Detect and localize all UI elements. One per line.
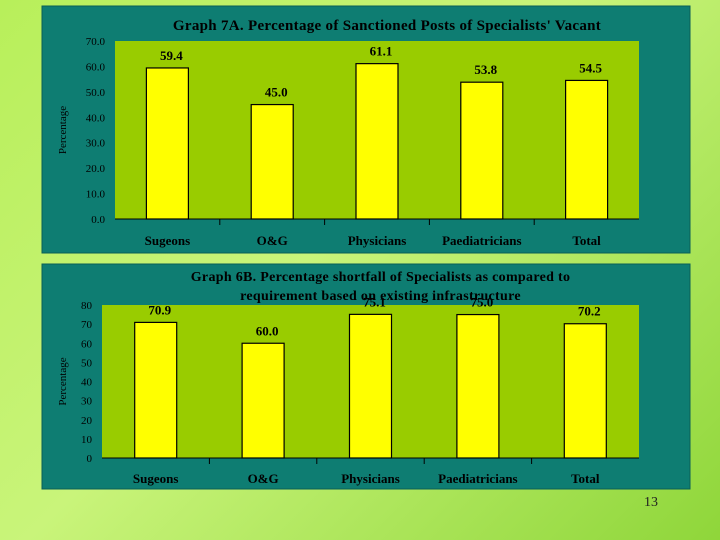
x-tick-label: Paediatricians: [442, 233, 521, 248]
data-label: 45.0: [265, 85, 288, 100]
bar-paediatricians: [460, 81, 504, 220]
bar-total: [564, 79, 609, 220]
data-label: 70.9: [148, 302, 171, 317]
y-tick-label: 70: [81, 319, 93, 331]
y-tick-label: 20.0: [86, 163, 106, 175]
y-tick-label: 20: [81, 415, 93, 427]
y-tick-label: 50: [81, 357, 93, 369]
x-tick-label: Physicians: [348, 233, 407, 248]
chart-2: Graph 6B. Percentage shortfall of Specia…: [41, 263, 691, 490]
data-label: 54.5: [579, 60, 602, 75]
chart-1: Graph 7A. Percentage of Sanctioned Posts…: [41, 5, 691, 254]
y-tick-label: 10: [81, 434, 93, 446]
y-tick-label: 70.0: [86, 36, 106, 48]
y-axis-label: Percentage: [57, 106, 69, 154]
y-tick-label: 60: [81, 338, 93, 350]
bar-physicians: [355, 63, 399, 220]
y-tick-label: 30.0: [86, 138, 106, 150]
bar-paediatricians: [456, 313, 500, 459]
data-label: 59.4: [160, 48, 183, 63]
y-tick-label: 40: [81, 377, 93, 389]
bar-sugeons: [134, 321, 178, 459]
x-tick-label: Sugeons: [145, 233, 191, 248]
x-tick-label: O&G: [248, 471, 279, 486]
y-tick-label: 30: [81, 396, 93, 408]
y-tick-label: 80: [81, 300, 93, 312]
y-tick-label: 60.0: [86, 61, 106, 73]
x-tick-label: Sugeons: [133, 471, 179, 486]
data-label: 53.8: [474, 62, 497, 77]
y-tick-label: 0: [87, 453, 93, 465]
data-label: 75.1: [363, 294, 386, 309]
x-tick-label: O&G: [257, 233, 288, 248]
y-tick-label: 40.0: [86, 112, 106, 124]
chart-title: requirement based on existing infrastruc…: [240, 289, 521, 304]
y-axis-label: Percentage: [57, 357, 69, 405]
x-tick-label: Paediatricians: [438, 471, 517, 486]
bar-sugeons: [145, 67, 189, 220]
data-label: 60.0: [256, 323, 279, 338]
bar-o-g: [241, 342, 285, 459]
page-number: 13: [644, 495, 658, 510]
bar-total: [563, 323, 607, 459]
chart-title: Graph 6B. Percentage shortfall of Specia…: [191, 270, 571, 285]
data-label: 61.1: [370, 44, 393, 59]
y-tick-label: 50.0: [86, 87, 106, 99]
chart-title: Graph 7A. Percentage of Sanctioned Posts…: [173, 18, 601, 34]
data-label: 70.2: [578, 304, 601, 319]
data-label: 75.0: [471, 295, 494, 310]
y-tick-label: 0.0: [91, 214, 105, 226]
bar-physicians: [348, 313, 393, 459]
x-tick-label: Physicians: [341, 471, 400, 486]
bar-o-g: [250, 103, 294, 220]
x-tick-label: Total: [571, 471, 600, 486]
y-tick-label: 10.0: [86, 189, 106, 201]
x-tick-label: Total: [572, 233, 601, 248]
